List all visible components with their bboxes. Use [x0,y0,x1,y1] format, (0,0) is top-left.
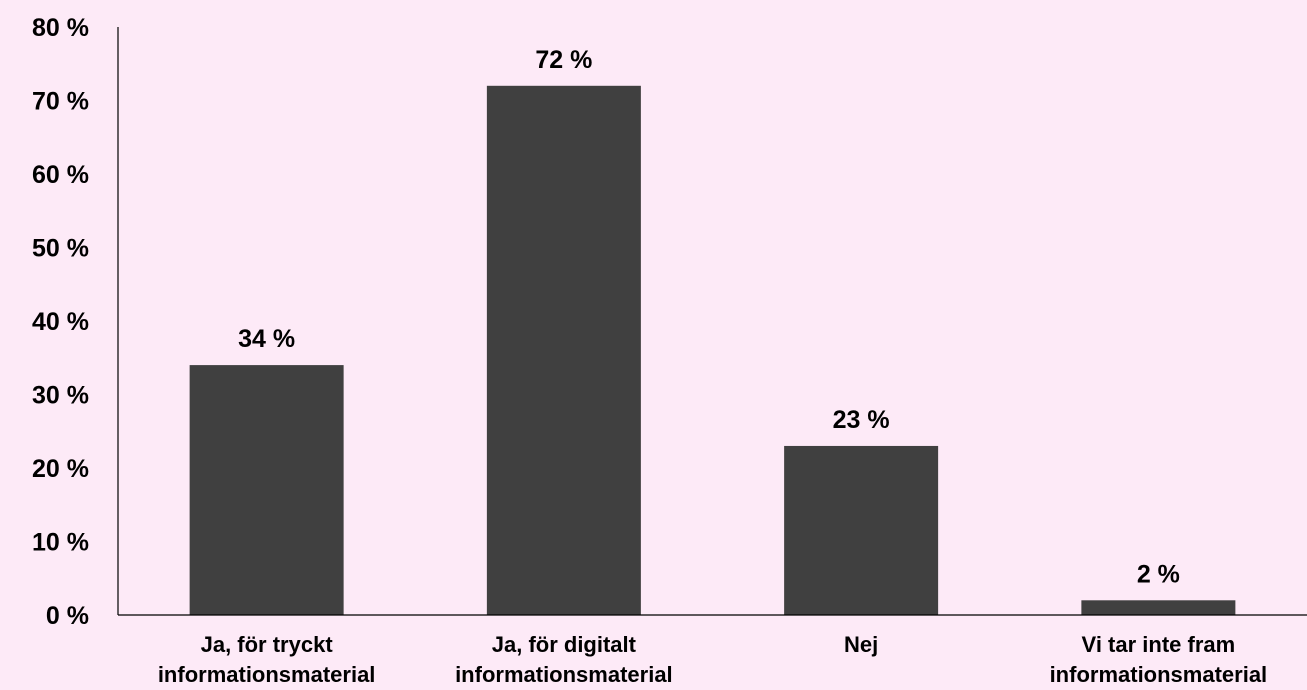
category-label: Nej [844,632,878,657]
data-label: 72 % [535,46,592,74]
bar [1081,600,1236,615]
category-labels: Ja, för tryckt informationsmaterial Ja, fö… [158,632,1267,687]
y-tick-label: 10 % [32,529,89,557]
y-tick-label: 30 % [32,382,89,410]
y-tick-label: 50 % [32,235,89,263]
y-axis-ticks: 0 % 10 % 20 % 30 % 40 % 50 % 60 % 70 % 80 % [32,14,89,630]
bars [189,85,1236,616]
category-label: informationsmaterial [158,662,376,687]
category-label: informationsmaterial [455,662,673,687]
category-label: informationsmaterial [1050,662,1268,687]
category-label: Ja, för digitalt [492,632,637,657]
bar [784,445,939,615]
y-tick-label: 20 % [32,455,89,483]
bar [189,365,344,615]
y-tick-label: 60 % [32,161,89,189]
data-label: 2 % [1137,560,1180,588]
y-tick-label: 0 % [46,602,89,630]
data-label: 23 % [833,406,890,434]
data-label: 34 % [238,325,295,353]
y-tick-label: 70 % [32,88,89,116]
y-tick-label: 40 % [32,308,89,336]
category-label: Ja, för tryckt [201,632,334,657]
category-label: Vi tar inte fram [1082,632,1236,657]
y-tick-label: 80 % [32,14,89,42]
data-labels: 34 % 72 % 23 % 2 % [238,46,1180,588]
bar [486,85,641,616]
